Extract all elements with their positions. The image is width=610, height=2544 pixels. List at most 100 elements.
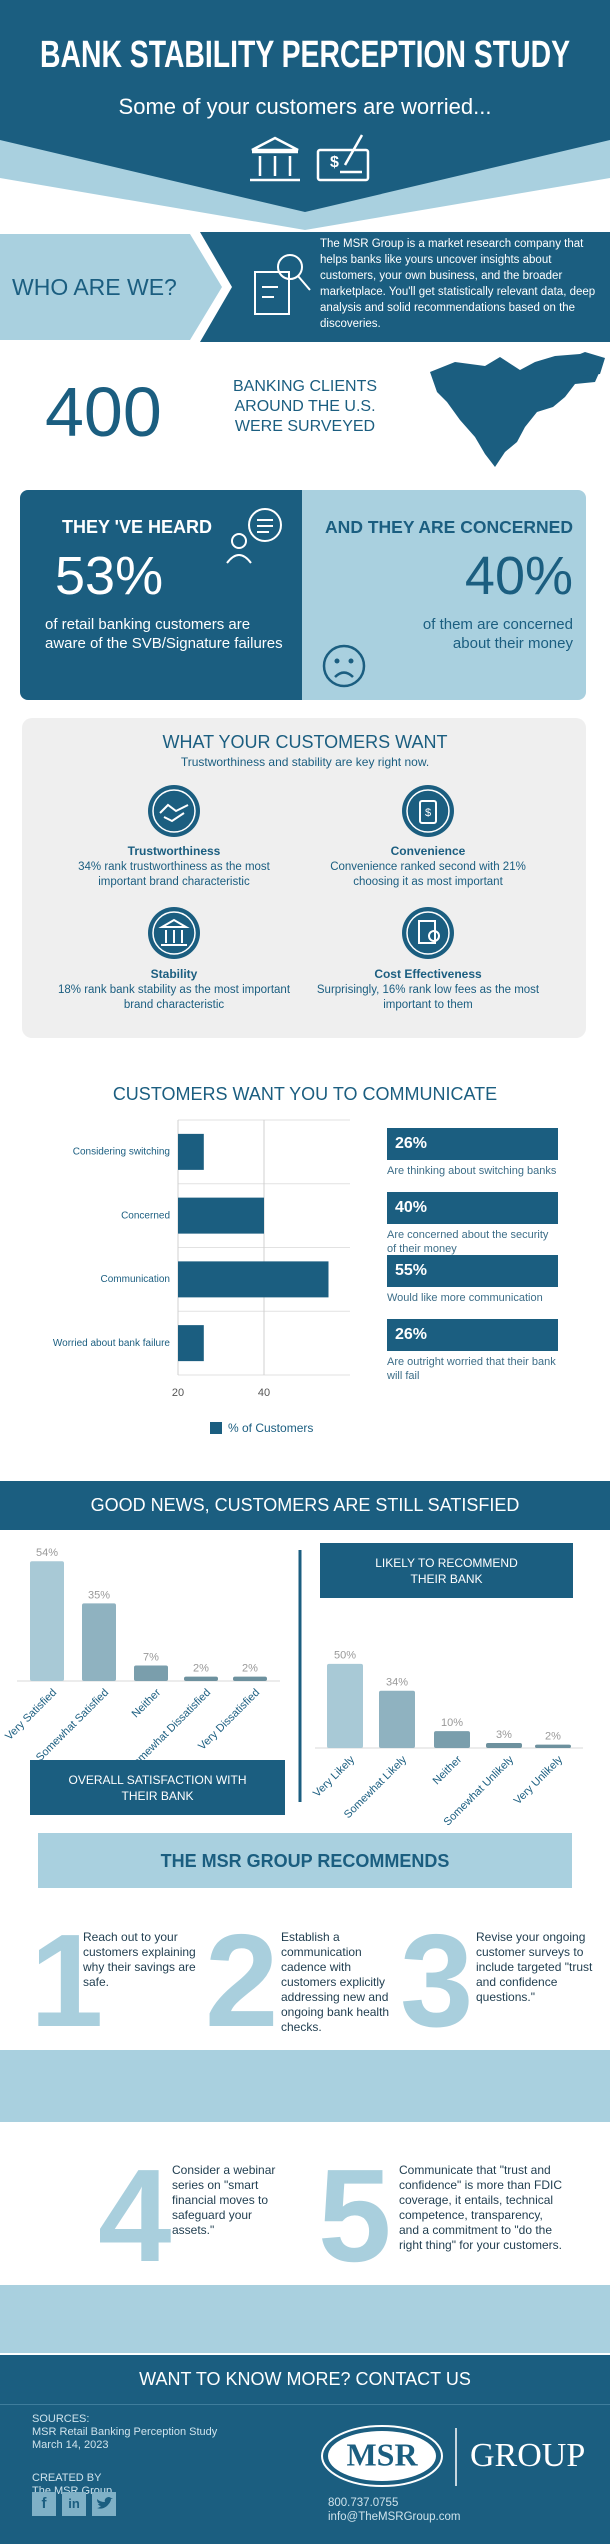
bar — [327, 1663, 363, 1748]
want-text: 34% rank trustworthiness as the most imp… — [78, 861, 270, 888]
step-number: 3 — [400, 1907, 474, 2054]
cta[interactable]: WANT TO KNOW MORE? CONTACT US — [139, 2369, 471, 2389]
stat-value: 53% — [55, 546, 164, 606]
value-callout: 40% — [387, 1191, 558, 1224]
annotation: Are thinking about switching banks — [387, 1165, 557, 1177]
bar — [134, 1665, 168, 1681]
step-text: Establish a communication cadence with c… — [281, 1930, 390, 2034]
survey-count: 400 — [45, 373, 162, 451]
x-tick-label: Very Likely — [311, 1753, 357, 1799]
header: BANK STABILITY PERCEPTION STUDY Some of … — [0, 0, 610, 230]
step-text: Revise your ongoing customer surveys to … — [476, 1930, 593, 2004]
survey-line: BANKING CLIENTS — [232, 378, 378, 395]
annotation: Would like more communication — [387, 1292, 543, 1304]
y-tick-label: Communication — [101, 1274, 170, 1285]
value-label: 2% — [193, 1662, 209, 1674]
logo: MSR GROUP — [321, 2425, 585, 2487]
icon — [148, 907, 200, 959]
recommend-stripe — [0, 2050, 610, 2122]
about-arrow — [0, 234, 222, 340]
x-tick-label: Neither — [431, 1753, 465, 1787]
bar — [184, 1676, 218, 1681]
social-twitter[interactable] — [92, 2492, 116, 2516]
worried-icon — [322, 644, 366, 688]
x-tick-label: 20 — [172, 1387, 184, 1399]
chart-title: LIKELY TO RECOMMEND THEIR BANK — [320, 1543, 573, 1598]
x-tick-label: 40 — [258, 1387, 270, 1399]
value-label: 55% — [395, 1262, 428, 1279]
email[interactable]: info@TheMSRGroup.com — [328, 2511, 461, 2523]
wants-title: WHAT YOUR CUSTOMERS WANT — [162, 732, 448, 752]
value-label: 50% — [334, 1650, 356, 1662]
survey-text: BANKING CLIENTS AROUND THE U.S. WERE SUR… — [220, 377, 390, 437]
footer-rule — [0, 2404, 610, 2405]
bar — [178, 1197, 264, 1234]
svg-text:$: $ — [330, 154, 339, 171]
bar — [82, 1603, 116, 1681]
value-label: 3% — [496, 1729, 512, 1741]
y-tick-label: Concerned — [121, 1210, 170, 1221]
want-title: Trustworthiness — [127, 844, 221, 858]
news-band — [0, 1481, 610, 1530]
map-icon — [430, 352, 605, 467]
chart-title: CUSTOMERS WANT YOU TO COMMUNICATE — [112, 1084, 498, 1104]
x-tick-label: Neither — [130, 1686, 164, 1720]
want-text: Convenience ranked second with 21% choos… — [330, 861, 526, 888]
svg-text:$: $ — [425, 807, 431, 819]
value-label: 54% — [36, 1547, 58, 1559]
sources-label: SOURCES: — [32, 2413, 90, 2425]
x-tick-label: Very Satisfied — [3, 1687, 59, 1743]
value-label: 2% — [545, 1731, 561, 1743]
bar — [434, 1731, 470, 1748]
bar-chart: 20 40 Considering switching Concerned Commun… — [53, 1119, 350, 1435]
phone[interactable]: 800.737.0755 — [328, 2497, 399, 2509]
stat-value: 40% — [464, 546, 573, 606]
stat-card — [302, 490, 586, 700]
icon: $ — [402, 785, 454, 837]
value-label: 26% — [395, 1325, 428, 1343]
icon — [402, 907, 454, 959]
value-callout: 26% — [387, 1128, 558, 1160]
about-text: The MSR Group is a market research compa… — [320, 238, 596, 330]
recommend-title: THE MSR GROUP RECOMMENDS — [160, 1851, 450, 1871]
wants-subtitle: Trustworthiness and stability are key ri… — [180, 755, 430, 769]
news-title: GOOD NEWS, CUSTOMERS ARE STILL SATISFIED — [90, 1495, 520, 1515]
stat-text: of them are concerned about their money — [422, 616, 573, 652]
bar — [178, 1133, 204, 1170]
bar — [486, 1742, 522, 1748]
legend-label: % of Customers — [228, 1421, 313, 1435]
header-band — [0, 0, 610, 212]
annotation: Are concerned about the security of thei… — [387, 1228, 549, 1255]
bar — [379, 1690, 415, 1748]
contact: 800.737.0755 info@TheMSRGroup.com — [328, 2496, 460, 2524]
source: March 14, 2023 — [32, 2439, 109, 2451]
logo-mark: MSR — [346, 2436, 418, 2472]
survey-line: AROUND THE U.S. — [234, 398, 376, 415]
value-label: 40% — [395, 1198, 428, 1216]
value-callout: 26% — [387, 1318, 558, 1351]
stat-text: of retail banking customers are aware of… — [45, 616, 283, 652]
created-by: The MSR Group — [32, 2485, 113, 2497]
stat-heading: THEY 'VE HEARD — [62, 517, 212, 537]
bar — [178, 1325, 204, 1362]
recommend-stripe — [0, 2285, 610, 2353]
social-facebook[interactable]: f — [32, 2492, 56, 2516]
social-linkedin[interactable]: in — [62, 2492, 86, 2516]
bar — [233, 1676, 267, 1681]
icon — [148, 785, 200, 837]
stat-card — [20, 490, 302, 700]
x-tick-label: Very Unlikely — [512, 1753, 566, 1807]
value-label: 10% — [441, 1717, 463, 1729]
step-number: 5 — [318, 2142, 392, 2289]
check-icon: $ — [316, 134, 370, 182]
y-tick-label: Worried about bank failure — [53, 1338, 171, 1349]
step-number: 1 — [30, 1907, 104, 2054]
bar — [535, 1744, 571, 1748]
step-text: Communicate that "trust and confidence" … — [399, 2163, 562, 2252]
step-text: Reach out to your customers explaining w… — [83, 1930, 196, 1989]
page-subtitle: Some of your customers are worried... — [119, 94, 492, 119]
want-text: 18% rank bank stability as the most impo… — [57, 984, 291, 1011]
logo-word: GROUP — [470, 2437, 585, 2474]
